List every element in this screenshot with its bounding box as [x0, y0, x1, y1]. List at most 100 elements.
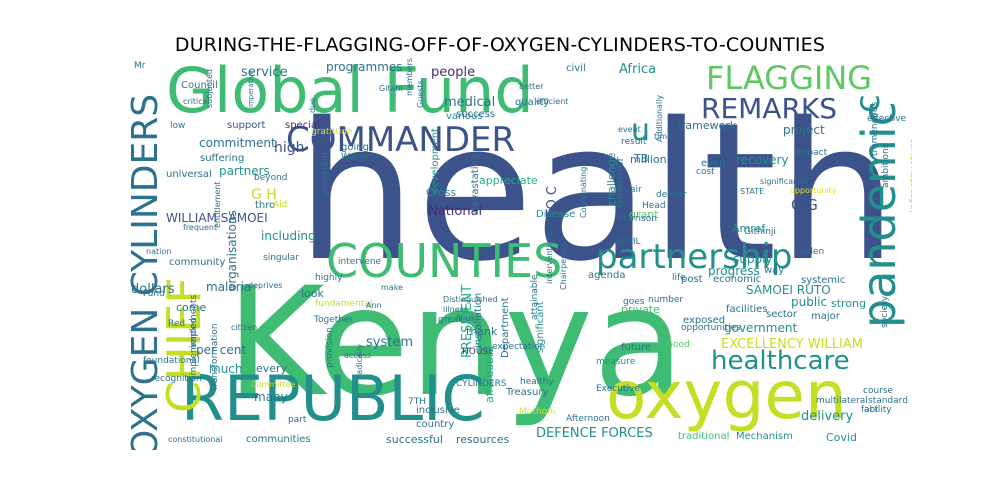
word-standard: standard — [868, 396, 908, 406]
word-republic: REPUBLIC — [181, 362, 485, 435]
word-governor: Governor — [613, 156, 626, 208]
word-way: way — [764, 265, 785, 276]
word-fundamental: fundamental — [315, 299, 373, 309]
word-disease: Disease — [536, 209, 576, 220]
word-g-h: G H — [251, 187, 277, 203]
word-devastating: devastating — [470, 153, 481, 213]
word-universal: universal — [166, 169, 212, 180]
word-entitlement: entitlement — [213, 181, 222, 228]
word-post: post — [681, 274, 703, 285]
word-service: service — [241, 65, 288, 80]
word-excellency-william: EXCELLENCY WILLIAM — [721, 337, 863, 352]
word-gratitude: gratitude — [311, 127, 353, 137]
word-million: million — [630, 153, 667, 166]
word-linden: Linden — [794, 247, 825, 257]
word-programmes: programmes — [326, 60, 403, 74]
word-support: support — [227, 120, 266, 131]
word-attainable: attainable — [530, 274, 540, 320]
word-waiguru: Waiguru — [341, 152, 379, 162]
word-global-fund: Global Fund — [166, 58, 534, 127]
word-dollars: dollars — [131, 282, 175, 297]
word-treasury: Treasury — [506, 387, 549, 398]
word-chairperson: Chairperson — [559, 241, 568, 291]
word-development: development — [430, 128, 441, 194]
word-come: come — [176, 301, 207, 314]
word-distinguished: Distinguished — [443, 295, 498, 304]
word-council: Council — [181, 80, 218, 91]
word-tb: TB — [634, 152, 649, 165]
word-mr: Mr — [134, 61, 146, 71]
word-good: Good — [666, 340, 690, 350]
word-highly: highly — [315, 273, 343, 283]
word-cost: cost — [696, 167, 715, 177]
word-quality: quality — [515, 97, 550, 108]
word-measure: measure — [596, 357, 636, 367]
word-healthcare: healthcare — [711, 346, 850, 376]
word-singular: singular — [263, 253, 300, 263]
word-kenya: Kenya — [226, 256, 685, 430]
word-number: number — [648, 295, 684, 305]
word-strong: strong — [831, 297, 867, 310]
word-flagging: FLAGGING — [706, 59, 873, 97]
word-tremendous: tremendous — [870, 101, 880, 156]
word-expectation: expectation — [492, 342, 546, 352]
word-country: country — [416, 419, 455, 430]
word-grant: grant — [629, 208, 659, 221]
word-life: life — [672, 273, 686, 283]
word-guests: Guests — [416, 80, 425, 108]
word-facilities: facilities — [726, 304, 768, 315]
word-critical: critical — [183, 97, 210, 106]
word-health: health — [296, 82, 898, 303]
word-cross: Cross — [426, 186, 457, 199]
word-supply: supply — [733, 252, 773, 266]
word-inclusive: inclusive — [416, 405, 460, 416]
word-multilateral: multilateral — [816, 396, 868, 406]
word-mechanism: Mechanism — [736, 431, 793, 442]
word-fact: fact — [861, 405, 879, 415]
word-private: private — [621, 303, 660, 316]
word-make: make — [381, 283, 403, 292]
word-including: including — [261, 229, 316, 243]
word-great: great — [438, 315, 462, 325]
word-nation: nation — [146, 247, 172, 256]
word-opportunity: opportunity — [790, 186, 837, 195]
word-radically: radically — [355, 344, 364, 378]
word-deliver: deliver — [656, 190, 687, 200]
word-look: look — [301, 287, 324, 300]
word-recognition: recognition — [151, 374, 202, 384]
word-part: part — [288, 415, 307, 425]
word-national: National — [428, 204, 483, 219]
word-opportunities: opportunities — [681, 323, 741, 333]
word-ability: ability — [864, 405, 892, 415]
word-goes: goes — [623, 297, 645, 307]
word-future: future — [621, 342, 652, 353]
word-muthoni: Muthoni — [519, 407, 556, 417]
word-high: high — [274, 140, 305, 156]
word-afternoon: Afternoon — [566, 414, 610, 424]
word-chair: Chair — [618, 185, 642, 195]
word-people: people — [431, 65, 476, 80]
word-intervene: intervene — [338, 257, 382, 267]
word-implemented: implemented — [189, 318, 199, 378]
word-recovery: recovery — [736, 153, 789, 167]
word-affordable: affordable — [483, 347, 496, 403]
word-morrison: Morrison — [618, 214, 657, 224]
word-due: due — [308, 97, 317, 113]
word-additionally: Additionally — [655, 94, 664, 142]
word-special: special — [285, 120, 320, 131]
word-commander: COMMANDER — [286, 120, 516, 160]
word-committee: Committee — [251, 380, 296, 389]
word-exposed: exposed — [683, 315, 726, 326]
word-communities: communities — [246, 434, 311, 445]
word-project: project — [783, 123, 825, 137]
word-subjected: subjected — [205, 69, 214, 108]
word-course: course — [863, 386, 894, 396]
word-society: society — [880, 295, 890, 328]
word-commitment: commitment — [199, 136, 276, 150]
word-remarks: REMARKS — [701, 92, 838, 125]
word-major: major — [811, 311, 840, 322]
word-community: community — [169, 257, 226, 268]
word-red: Red — [168, 319, 186, 329]
word-aid: Aid — [273, 200, 288, 210]
word-illness: illness — [443, 305, 468, 314]
